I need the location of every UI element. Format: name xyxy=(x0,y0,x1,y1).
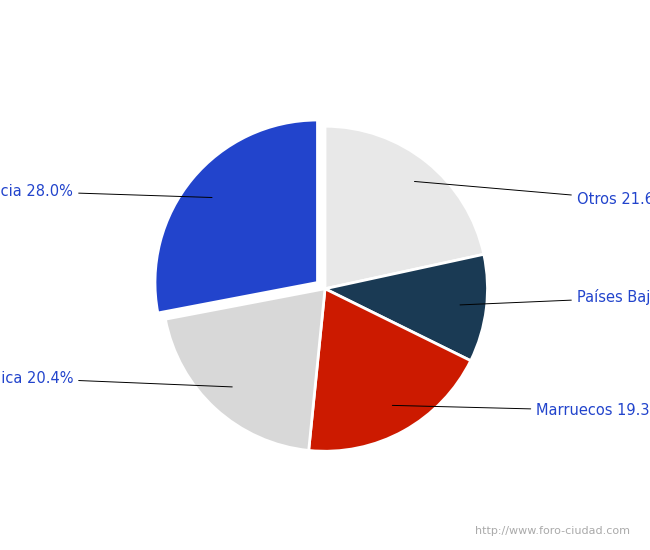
Wedge shape xyxy=(325,126,484,289)
Text: Bélgica 20.4%: Bélgica 20.4% xyxy=(0,370,232,387)
Text: http://www.foro-ciudad.com: http://www.foro-ciudad.com xyxy=(476,526,630,536)
Text: Países Bajos 10.7%: Países Bajos 10.7% xyxy=(460,289,650,305)
Wedge shape xyxy=(155,120,317,313)
Text: Francia 28.0%: Francia 28.0% xyxy=(0,184,212,199)
Wedge shape xyxy=(325,254,488,361)
Text: Otros 21.6%: Otros 21.6% xyxy=(415,182,650,207)
Text: Cambil - Turistas extranjeros según país - Agosto de 2024: Cambil - Turistas extranjeros según país… xyxy=(93,16,557,33)
Wedge shape xyxy=(165,289,325,450)
Wedge shape xyxy=(309,289,471,451)
Text: Marruecos 19.3%: Marruecos 19.3% xyxy=(393,403,650,418)
